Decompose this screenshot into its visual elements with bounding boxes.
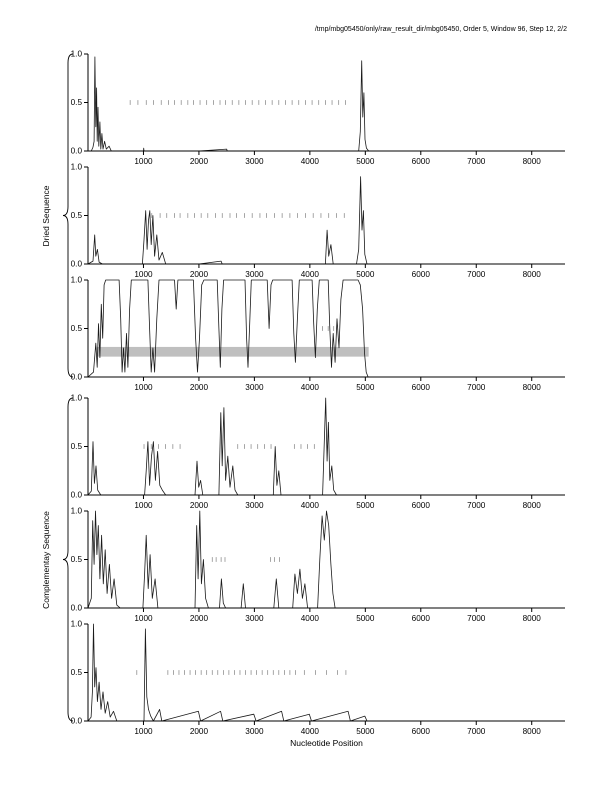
x-tick-label: 5000 <box>356 270 375 279</box>
x-tick-label: 8000 <box>523 383 542 392</box>
x-tick-label: 6000 <box>412 614 431 623</box>
y-tick-label: 0.5 <box>71 324 83 333</box>
x-tick-label: 2000 <box>190 157 209 166</box>
panel-complementary-3: 0.0 0.5 1.0 1000 2000 3000 4000 5000 6000 7000 800… <box>71 620 565 736</box>
x-tick-label: 7000 <box>467 270 486 279</box>
y-tick-label: 0.0 <box>71 260 83 269</box>
x-tick-label: 5000 <box>356 614 375 623</box>
y-tick-label: 0.5 <box>71 668 83 677</box>
panel-dried-2: 0.0 0.5 1.0 1000 2000 3000 4000 5000 6000 7000 800… <box>71 163 565 279</box>
x-tick-label: 1000 <box>134 270 153 279</box>
x-tick-label: 6000 <box>412 270 431 279</box>
y-tick-label: 0.0 <box>71 491 83 500</box>
y-tick-label: 1.0 <box>71 394 83 403</box>
x-tick-label: 8000 <box>523 157 542 166</box>
series-line <box>87 397 560 496</box>
x-tick-label: 3000 <box>245 270 264 279</box>
x-tick-label: 8000 <box>523 270 542 279</box>
x-tick-label: 4000 <box>301 614 320 623</box>
series-line <box>87 176 560 265</box>
x-tick-label: 7000 <box>467 383 486 392</box>
series-line <box>87 279 560 378</box>
x-tick-label: 4000 <box>301 383 320 392</box>
y-tick-label: 1.0 <box>71 620 83 629</box>
y-tick-label: 0.5 <box>71 555 83 564</box>
x-tick-label: 4000 <box>301 501 320 510</box>
x-tick-label: 7000 <box>467 727 486 736</box>
panel-complementary-2: 0.0 0.5 1.0 1000 2000 3000 4000 5000 6000 7000 800… <box>71 507 565 623</box>
x-tick-label: 2000 <box>190 501 209 510</box>
y-tick-label: 1.0 <box>71 507 83 516</box>
x-tick-label: 7000 <box>467 501 486 510</box>
y-tick-label: 0.5 <box>71 442 83 451</box>
x-tick-label: 5000 <box>356 501 375 510</box>
x-tick-label: 2000 <box>190 614 209 623</box>
x-tick-label: 7000 <box>467 614 486 623</box>
x-tick-label: 3000 <box>245 614 264 623</box>
x-axis-label: Nucleotide Position <box>290 738 363 748</box>
x-tick-label: 8000 <box>523 614 542 623</box>
x-tick-label: 2000 <box>190 727 209 736</box>
x-tick-label: 3000 <box>245 157 264 166</box>
y-tick-label: 0.5 <box>71 211 83 220</box>
series-line <box>87 510 560 609</box>
y-tick-label: 0.0 <box>71 147 83 156</box>
x-tick-label: 6000 <box>412 727 431 736</box>
x-tick-label: 1000 <box>134 157 153 166</box>
x-tick-label: 1000 <box>134 383 153 392</box>
x-tick-label: 7000 <box>467 157 486 166</box>
chart-title: /tmp/mbg05450/only/raw_result_dir/mbg054… <box>314 26 567 33</box>
x-tick-label: 4000 <box>301 157 320 166</box>
x-tick-label: 1000 <box>134 501 153 510</box>
series-line <box>87 623 560 722</box>
y-tick-label: 1.0 <box>71 50 83 59</box>
axis-lines <box>87 54 565 152</box>
x-tick-label: 2000 <box>190 383 209 392</box>
y-tick-label: 0.0 <box>71 717 83 726</box>
axis-lines <box>87 280 565 378</box>
x-tick-label: 6000 <box>412 383 431 392</box>
group-brace <box>62 397 74 722</box>
y-tick-label: 0.0 <box>71 604 83 613</box>
x-tick-label: 6000 <box>412 157 431 166</box>
y-tick-label: 1.0 <box>71 163 83 172</box>
y-tick-label: 1.0 <box>71 276 83 285</box>
x-tick-label: 4000 <box>301 727 320 736</box>
x-tick-label: 8000 <box>523 727 542 736</box>
x-tick-label: 5000 <box>356 383 375 392</box>
y-tick-label: 0.5 <box>71 98 83 107</box>
x-tick-label: 2000 <box>190 270 209 279</box>
series-line <box>88 56 560 152</box>
group-brace <box>62 53 74 378</box>
highlight-band <box>96 346 369 357</box>
x-tick-label: 3000 <box>245 727 264 736</box>
panel-dried-3: 0.0 0.5 1.0 1000 2000 3000 4000 5000 6000 7000 800… <box>71 276 565 392</box>
x-tick-label: 4000 <box>301 270 320 279</box>
axis-lines <box>87 511 565 609</box>
x-tick-label: 5000 <box>356 157 375 166</box>
x-tick-label: 5000 <box>356 727 375 736</box>
x-tick-label: 8000 <box>523 501 542 510</box>
x-tick-label: 1000 <box>134 727 153 736</box>
x-tick-label: 3000 <box>245 501 264 510</box>
y-tick-label: 0.0 <box>71 373 83 382</box>
x-tick-label: 1000 <box>134 614 153 623</box>
x-tick-label: 3000 <box>245 383 264 392</box>
panel-complementary-1: 0.0 0.5 1.0 1000 2000 3000 4000 5000 6000 7000 800… <box>71 394 565 510</box>
x-tick-label: 6000 <box>412 501 431 510</box>
panel-dried-1: 0.0 0.5 1.0 1000 2000 3000 4000 5000 6000 7000 800… <box>71 50 565 166</box>
